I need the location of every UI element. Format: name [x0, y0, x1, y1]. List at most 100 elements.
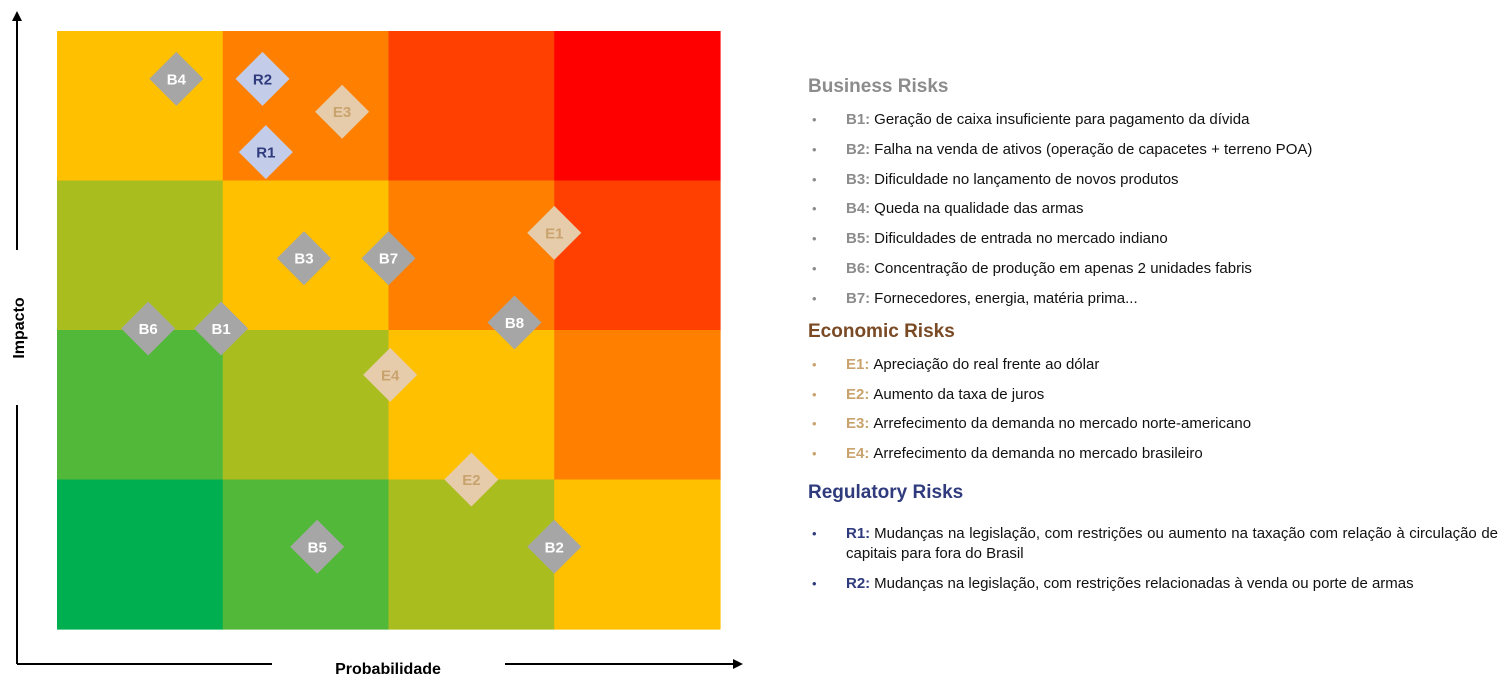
diamond-icon: [121, 301, 176, 356]
bullet-icon: •: [812, 141, 817, 157]
risk-code: R1:: [846, 525, 871, 543]
risk-marker-label: B5: [308, 539, 327, 556]
risk-description: Arrefecimento da demanda no mercado nort…: [873, 415, 1252, 433]
risk-item-r1: • R1: Mudanças na legislação, com restriçõ…: [808, 524, 1498, 564]
risk-marker-label: E2: [462, 472, 480, 489]
diamond-icon: [487, 295, 542, 350]
x-axis-label: Probabilidade: [335, 661, 441, 678]
economic-risks-section: Economic Risks • E1: Apreciação do real fr…: [808, 319, 1498, 464]
bullet-icon: •: [812, 416, 817, 432]
risk-markers: B4 R2 E3 R1 E1 B3 B7 B8 B6 B1 E4 E2 B5 B2: [121, 51, 582, 574]
bullet-icon: •: [812, 356, 817, 372]
heatmap-grid: [57, 31, 721, 630]
diamond-icon: [315, 84, 370, 139]
risk-marker-r1[interactable]: R1: [238, 125, 293, 180]
risk-marker-b3[interactable]: B3: [276, 231, 331, 286]
bullet-icon: •: [812, 386, 817, 402]
risk-marker-b5[interactable]: B5: [290, 519, 345, 574]
bullet-icon: •: [812, 231, 817, 247]
risk-marker-e2[interactable]: E2: [444, 452, 499, 507]
risk-code: E1:: [846, 355, 870, 373]
risk-description: Apreciação do real frente ao dólar: [873, 355, 1100, 373]
y-axis-label: Impacto: [11, 297, 28, 359]
bullet-icon: •: [812, 526, 817, 542]
risk-marker-b8[interactable]: B8: [487, 295, 542, 350]
risk-description: Geração de caixa insuficiente para pagam…: [874, 111, 1250, 128]
risk-marker-e1[interactable]: E1: [527, 205, 582, 260]
risk-marker-b6[interactable]: B6: [121, 301, 176, 356]
risk-marker-label: E3: [333, 104, 351, 121]
regulatory-risks-title: Regulatory Risks: [808, 482, 964, 504]
risk-item-b7: • B7: Fornecedores, energia, matéria prima…: [808, 289, 1498, 309]
risk-marker-e4[interactable]: E4: [363, 347, 418, 402]
risk-marker-r2[interactable]: R2: [235, 51, 290, 106]
risk-legend: Business Risks • B1: Geração de caixa insu…: [808, 74, 1498, 604]
economic-risks-title: Economic Risks: [808, 320, 955, 342]
business-risks-title: Business Risks: [808, 76, 949, 97]
diamond-icon: [527, 519, 582, 574]
grid-cell-r3-c4: [554, 330, 721, 481]
risk-description: Concentração de produção em apenas 2 uni…: [874, 259, 1252, 277]
risk-item-b6: • B6: Concentração de produção em apenas 2…: [808, 259, 1498, 279]
risk-marker-label: R2: [253, 71, 272, 88]
risk-description: Mudanças na legislação, com restrições o…: [846, 525, 1498, 563]
risk-code: E3:: [846, 415, 870, 433]
risk-marker-label: E1: [545, 225, 563, 242]
risk-marker-label: B6: [139, 321, 158, 338]
risk-item-e1: • E1: Apreciação do real frente ao dólar: [808, 355, 1498, 375]
risk-marker-label: B1: [211, 321, 230, 338]
risk-code: R2:: [846, 574, 871, 592]
risk-code: B6:: [846, 259, 871, 277]
risk-description: Queda na qualidade das armas: [874, 200, 1084, 218]
regulatory-risk-list: • R1: Mudanças na legislação, com restriçõ…: [808, 524, 1498, 594]
grid-cell-r2-c1: [57, 180, 224, 331]
business-risks-section: Business Risks • B1: Geração de caixa insu…: [808, 74, 1498, 309]
diamond-icon: [238, 125, 293, 180]
risk-marker-label: R1: [256, 145, 275, 162]
grid-cell-r1-c1: [57, 31, 224, 182]
risk-matrix: Impacto Probabilidade B4 R2 E3 R1 E1 B3 B7 B8 B6…: [11, 11, 743, 678]
risk-marker-label: B4: [167, 71, 187, 88]
diamond-icon: [363, 347, 418, 402]
risk-description: Fornecedores, energia, matéria prima...: [874, 289, 1138, 307]
bullet-icon: •: [812, 112, 817, 127]
risk-marker-b2[interactable]: B2: [527, 519, 582, 574]
risk-marker-label: E4: [381, 367, 400, 384]
risk-description: Arrefecimento da demanda no mercado bras…: [873, 445, 1203, 463]
diamond-icon: [290, 519, 345, 574]
grid-cell-r1-c4: [554, 31, 721, 182]
grid-cell-r2-c4: [554, 180, 721, 331]
risk-marker-label: B8: [505, 315, 524, 332]
risk-code: B5:: [846, 230, 871, 248]
diamond-icon: [444, 452, 499, 507]
bullet-icon: •: [812, 446, 817, 462]
risk-code: E4:: [846, 445, 870, 463]
risk-item-e4: • E4: Arrefecimento da demanda no mercado …: [808, 444, 1498, 464]
risk-marker-b7[interactable]: B7: [361, 231, 416, 286]
diamond-icon: [149, 51, 204, 106]
risk-marker-b1[interactable]: B1: [194, 301, 249, 356]
risk-item-b1: • B1: Geração de caixa insuficiente para p…: [808, 110, 1498, 130]
risk-description: Mudanças na legislação, com restrições r…: [874, 574, 1414, 592]
economic-risk-list: • E1: Apreciação do real frente ao dólar • E…: [808, 355, 1498, 464]
risk-item-b3: • B3: Dificuldade no lançamento de novos p…: [808, 170, 1498, 190]
risk-marker-label: B2: [545, 539, 564, 556]
risk-item-r2: • R2: Mudanças na legislação, com restriçõ…: [808, 574, 1498, 594]
risk-item-e2: • E2: Aumento da taxa de juros: [808, 385, 1498, 405]
risk-code: B4:: [846, 200, 871, 218]
risk-code: B2:: [846, 140, 871, 158]
risk-marker-e3[interactable]: E3: [315, 84, 370, 139]
grid-cell-r3-c1: [57, 330, 224, 481]
risk-marker-label: B3: [294, 251, 313, 268]
business-risk-list: • B1: Geração de caixa insuficiente para p…: [808, 110, 1498, 309]
diamond-icon: [527, 205, 582, 260]
risk-code: B7:: [846, 289, 871, 307]
grid-cell-r2-c3: [388, 180, 555, 331]
diamond-icon: [361, 231, 416, 286]
risk-marker-b4[interactable]: B4: [149, 51, 204, 106]
risk-description: Dificuldade no lançamento de novos produ…: [874, 170, 1179, 188]
bullet-icon: •: [812, 171, 817, 187]
risk-description: Dificuldades de entrada no mercado india…: [874, 230, 1168, 248]
diamond-icon: [235, 51, 290, 106]
risk-code: B1:: [846, 111, 871, 128]
